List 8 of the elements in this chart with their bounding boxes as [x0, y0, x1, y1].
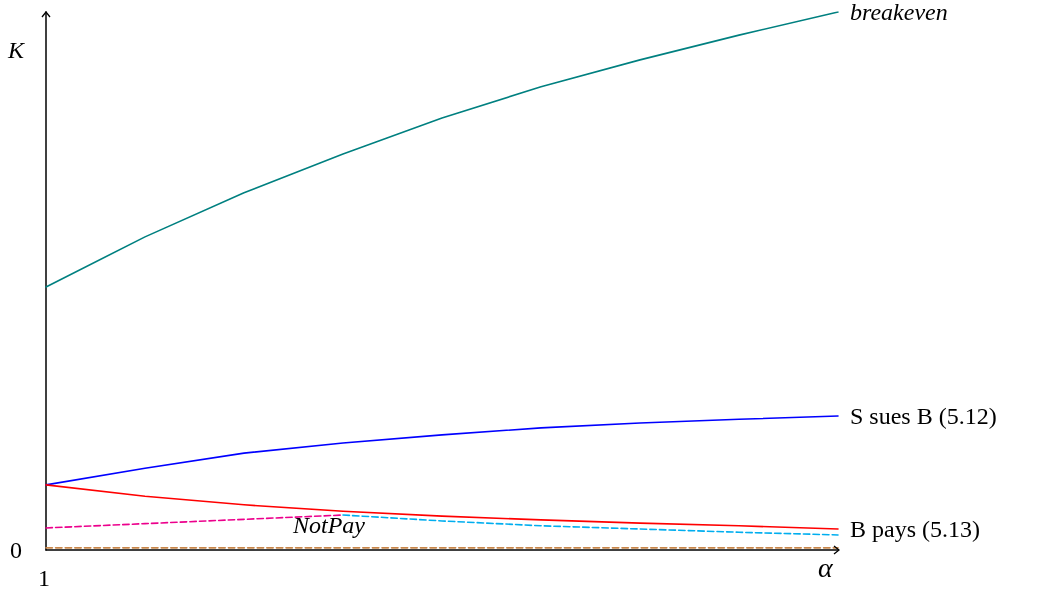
series-label: S sues B (5.12)	[850, 403, 997, 430]
x-axis-title: α	[818, 551, 834, 583]
series-label: B pays (5.13)	[850, 516, 980, 543]
text: 0	[10, 537, 22, 563]
y-axis-title: K	[7, 37, 26, 63]
annotation: NotPay	[292, 512, 366, 538]
series-label: breakeven	[850, 0, 948, 25]
text: 1	[38, 565, 50, 591]
